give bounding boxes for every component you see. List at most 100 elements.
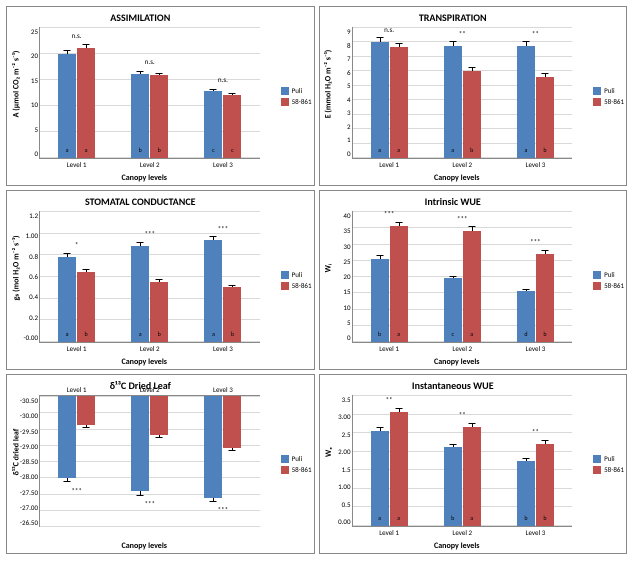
bar: a bbox=[204, 240, 222, 342]
chart-panel: Instantaneous WUEWₑCanopy levels3.53.002… bbox=[319, 374, 628, 554]
group-label: Level 3 bbox=[204, 160, 241, 169]
bar-group: aaLevel 1n.s. bbox=[58, 27, 95, 158]
bar-group: abLevel 3*** bbox=[204, 211, 241, 342]
bar bbox=[223, 396, 241, 448]
legend: Puli58-861 bbox=[281, 268, 312, 292]
stat-letter: a bbox=[390, 330, 408, 338]
group-label: Level 2 bbox=[131, 160, 168, 169]
bar-group: caLevel 2*** bbox=[444, 211, 481, 342]
plot-area: 9876543210aaLevel 1n.s.abLevel 2**abLeve… bbox=[352, 27, 573, 159]
significance-label: ** bbox=[371, 395, 408, 404]
chart-panel: STOMATAL CONDUCTANCEgₛ (mol H₂O m⁻² s⁻¹)… bbox=[6, 190, 315, 370]
x-axis-label: Canopy levels bbox=[25, 173, 264, 183]
stat-letter: c bbox=[204, 146, 222, 154]
significance-label: *** bbox=[517, 237, 554, 246]
legend-item: Puli bbox=[292, 454, 303, 463]
y-ticks: 9876543210 bbox=[327, 27, 351, 158]
bar-group: aaLevel 1n.s. bbox=[371, 27, 408, 158]
group-label: Level 1 bbox=[371, 528, 408, 537]
significance-label: *** bbox=[58, 486, 95, 495]
group-label: Level 2 bbox=[444, 528, 481, 537]
bar-groups: abLevel 1*abLevel 2***abLevel 3*** bbox=[40, 211, 260, 342]
bar: a bbox=[463, 231, 481, 342]
stat-letter: a bbox=[371, 514, 389, 522]
bar: b bbox=[463, 71, 481, 158]
stat-letter: a bbox=[463, 514, 481, 522]
significance-label: n.s. bbox=[371, 25, 408, 34]
group-label: Level 3 bbox=[204, 385, 241, 394]
bar: a bbox=[517, 46, 535, 158]
bar-groups: baLevel 1***caLevel 2***dbLevel 3*** bbox=[353, 211, 573, 342]
bar: c bbox=[223, 95, 241, 158]
bar: a bbox=[390, 412, 408, 526]
chart-title: Intrinsic WUE bbox=[320, 195, 587, 208]
chart-title: ASSIMILATION bbox=[7, 11, 274, 24]
bar-group: Level 2*** bbox=[131, 396, 168, 527]
significance-label: * bbox=[58, 240, 95, 249]
bar bbox=[131, 396, 149, 491]
stat-letter: b bbox=[150, 146, 168, 154]
group-label: Level 3 bbox=[204, 344, 241, 353]
stat-letter: b bbox=[131, 146, 149, 154]
group-label: Level 1 bbox=[371, 344, 408, 353]
bar: c bbox=[444, 278, 462, 342]
bar: b bbox=[536, 254, 554, 342]
group-label: Level 1 bbox=[58, 160, 95, 169]
plot-area: 3.53.002.52.001.51.000.50.00aaLevel 1**b… bbox=[352, 395, 573, 527]
legend-item: 58-861 bbox=[604, 465, 624, 474]
stat-letter: b bbox=[517, 514, 535, 522]
bar-groups: aaLevel 1n.s.abLevel 2**abLevel 3** bbox=[353, 27, 573, 158]
legend: Puli 58-861 bbox=[593, 452, 624, 476]
bar-group: abLevel 1* bbox=[58, 211, 95, 342]
significance-label: *** bbox=[371, 209, 408, 218]
bar bbox=[58, 396, 76, 478]
stat-letter: b bbox=[536, 330, 554, 338]
legend-item: Puli bbox=[604, 454, 615, 463]
stat-letter: b bbox=[463, 146, 481, 154]
stat-letter: a bbox=[463, 330, 481, 338]
chart-panel: ASSIMILATIONA (μmol CO₂ m⁻² s⁻¹)Canopy l… bbox=[6, 6, 315, 186]
legend-item: 58-861 bbox=[292, 97, 312, 106]
bar-group: bbLevel 3** bbox=[517, 395, 554, 526]
group-label: Level 3 bbox=[517, 344, 554, 353]
group-label: Level 1 bbox=[58, 344, 95, 353]
bar-groups: Level 1***Level 2***Level 3*** bbox=[40, 396, 260, 527]
stat-letter: c bbox=[223, 146, 241, 154]
bar-group: baLevel 2** bbox=[444, 395, 481, 526]
x-axis-label: Canopy levels bbox=[25, 541, 264, 551]
bar: b bbox=[536, 444, 554, 526]
chart-panel: δ¹³C Dried Leafδ¹³C dried leafCanopy lev… bbox=[6, 374, 315, 554]
group-label: Level 3 bbox=[517, 160, 554, 169]
stat-letter: a bbox=[371, 146, 389, 154]
legend-item: Puli bbox=[604, 270, 615, 279]
x-axis-label: Canopy levels bbox=[25, 357, 264, 367]
group-label: Level 1 bbox=[371, 160, 408, 169]
x-axis-label: Canopy levels bbox=[338, 357, 577, 367]
legend-item: 58-861 bbox=[604, 97, 624, 106]
bar: a bbox=[58, 54, 76, 158]
legend-item: 58-861 bbox=[292, 465, 312, 474]
bar: b bbox=[223, 287, 241, 342]
plot-area: 1.21.000.80.60.40.2-0.00abLevel 1*abLeve… bbox=[39, 211, 260, 343]
bar-group: abLevel 3** bbox=[517, 27, 554, 158]
chart-panel: TRANSPIRATIONE (mmol H₂O m⁻² s⁻¹)Canopy … bbox=[319, 6, 628, 186]
stat-letter: a bbox=[517, 146, 535, 154]
stat-letter: b bbox=[536, 514, 554, 522]
bar: a bbox=[390, 226, 408, 342]
bar-group: Level 1*** bbox=[58, 396, 95, 527]
group-label: Level 1 bbox=[58, 385, 95, 394]
stat-letter: a bbox=[444, 146, 462, 154]
bar: b bbox=[150, 282, 168, 342]
bar-group: aaLevel 1** bbox=[371, 395, 408, 526]
bar: b bbox=[131, 74, 149, 158]
bar: c bbox=[204, 91, 222, 158]
legend: Puli58-861 bbox=[593, 268, 624, 292]
group-label: Level 2 bbox=[131, 385, 168, 394]
stat-letter: a bbox=[58, 146, 76, 154]
significance-label: ** bbox=[444, 29, 481, 38]
stat-letter: c bbox=[444, 330, 462, 338]
chart-grid: ASSIMILATIONA (μmol CO₂ m⁻² s⁻¹)Canopy l… bbox=[0, 0, 633, 560]
significance-label: n.s. bbox=[204, 75, 241, 84]
bar-groups: aaLevel 1n.s.bbLevel 2n.s.ccLevel 3n.s. bbox=[40, 27, 260, 158]
significance-label: *** bbox=[444, 214, 481, 223]
